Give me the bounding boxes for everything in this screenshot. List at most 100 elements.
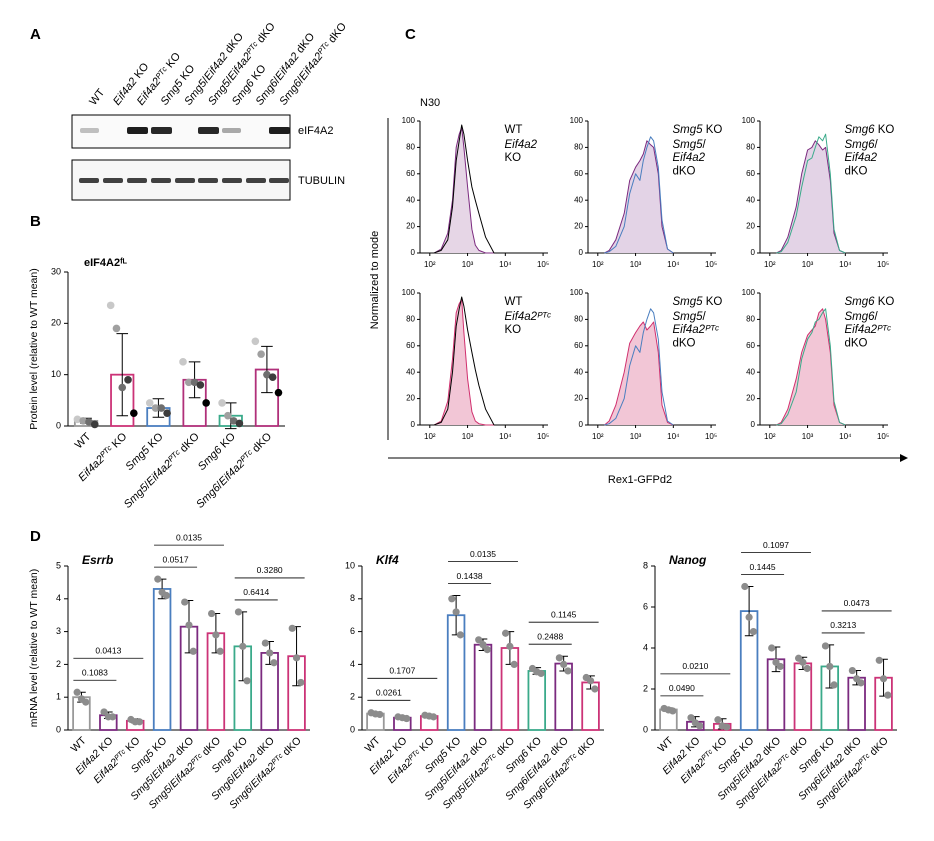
- data-point: [73, 415, 82, 424]
- y-tick-label: 20: [746, 222, 755, 231]
- text-run: WT: [504, 296, 522, 308]
- y-axis-label: Normalized to mode: [369, 231, 381, 329]
- text-line: dKO: [844, 337, 867, 349]
- y-tick-label: 3: [56, 626, 61, 636]
- p-value: 0.0210: [682, 661, 708, 671]
- text-run: /: [214, 479, 225, 490]
- data-point: [288, 624, 296, 632]
- y-tick-label: 60: [406, 341, 415, 350]
- data-point: [218, 399, 226, 407]
- text-line: Smg5/: [672, 311, 706, 323]
- p-value: 0.0490: [669, 683, 695, 693]
- y-tick-label: 40: [406, 367, 415, 376]
- text-run: dKO: [326, 20, 349, 45]
- bar: [473, 643, 493, 731]
- y-tick-label: 20: [51, 318, 61, 328]
- text-line: Eif4a2ᴾᵀᶜ: [672, 324, 722, 336]
- x-tick-label: WT: [656, 734, 676, 754]
- y-tick-label: 6: [643, 601, 648, 611]
- y-tick-label: 40: [574, 195, 583, 204]
- data-point: [268, 373, 277, 382]
- x-tick-label: WT: [69, 734, 89, 754]
- text-run: /: [540, 781, 551, 792]
- data-point: [749, 628, 758, 636]
- y-tick-label: 20: [746, 394, 755, 403]
- western-blot: eIF4A2 TUBULIN: [71, 114, 345, 201]
- text-line: Eif4a2: [672, 152, 708, 164]
- band: [80, 128, 99, 133]
- data-point: [475, 636, 483, 644]
- text-run: [551, 311, 554, 323]
- text-run: /: [460, 781, 471, 792]
- data-point: [848, 666, 856, 675]
- text-line: Smg6/: [844, 311, 878, 323]
- text-run: /: [833, 781, 844, 792]
- text-run: WT: [363, 734, 383, 754]
- y-tick-label: 10: [51, 369, 61, 379]
- text-run: Smg6: [844, 124, 875, 136]
- y-tick-label: 60: [746, 341, 755, 350]
- band: [198, 127, 219, 134]
- x-tick-label: 10²: [764, 260, 776, 269]
- text-run: dKO: [844, 165, 867, 177]
- y-tick-label: 2: [56, 659, 61, 669]
- data-point: [163, 409, 171, 417]
- y-tick-label: 0: [579, 420, 584, 429]
- data-point: [537, 669, 545, 678]
- panel-label: D: [30, 528, 41, 545]
- y-tick-label: 8: [643, 560, 648, 570]
- x-tick-label: 10²: [764, 432, 776, 441]
- x-tick-label: 10⁴: [667, 260, 680, 269]
- data-point: [297, 678, 305, 687]
- histogram-curve: [776, 140, 846, 254]
- x-tick-label: 10⁴: [839, 260, 852, 269]
- text-line: Eif4a2ᴾᵀᶜ: [504, 311, 554, 323]
- text-run: [891, 324, 894, 336]
- x-tick-label: 10²: [592, 432, 604, 441]
- p-value: 0.3213: [830, 620, 856, 630]
- x-tick-label: 10³: [802, 260, 814, 269]
- band: [127, 178, 147, 183]
- text-run: /: [148, 773, 159, 784]
- text-run: /: [271, 74, 283, 85]
- text-line: dKO: [672, 165, 695, 177]
- text-run: KO: [706, 296, 723, 308]
- text-run: /: [875, 311, 879, 323]
- band: [127, 127, 148, 134]
- text-run: Eif4a2: [672, 152, 705, 164]
- data-point: [79, 417, 87, 425]
- y-tick-label: 60: [574, 341, 583, 350]
- text-line: KO: [504, 152, 521, 164]
- x-tick-label: WT: [363, 734, 383, 754]
- band: [151, 178, 171, 183]
- text-run: /: [875, 139, 879, 151]
- legend-entry: Eif4a2 KO: [504, 139, 540, 164]
- y-tick-label: 100: [402, 116, 416, 125]
- y-tick-label: 100: [570, 116, 584, 125]
- data-point: [429, 713, 438, 721]
- data-point: [135, 718, 144, 726]
- text-run: WT: [87, 87, 107, 108]
- data-point: [501, 629, 510, 637]
- data-point: [154, 575, 162, 583]
- y-tick-label: 40: [406, 195, 415, 204]
- text-run: /: [295, 74, 307, 85]
- text-run: Smg6: [844, 296, 875, 308]
- y-tick-label: 60: [406, 169, 415, 178]
- band: [198, 178, 218, 183]
- data-point: [857, 679, 865, 687]
- p-value: 0.0517: [163, 554, 189, 564]
- band: [151, 127, 172, 134]
- data-point: [722, 723, 731, 731]
- flow-frame: N30 Normalized to mode Rex1-GFPd2: [369, 97, 908, 486]
- x-tick-label: WT: [73, 430, 94, 451]
- data-point: [112, 324, 121, 333]
- data-point: [202, 399, 210, 407]
- text-run: dKO: [672, 165, 695, 177]
- p-value: 0.0135: [470, 549, 496, 559]
- band-label: eIF4A2: [298, 125, 333, 137]
- histogram-curve: [433, 124, 495, 254]
- y-tick-label: 8: [350, 593, 355, 603]
- data-point: [145, 399, 154, 407]
- y-tick-label: 0: [579, 248, 584, 257]
